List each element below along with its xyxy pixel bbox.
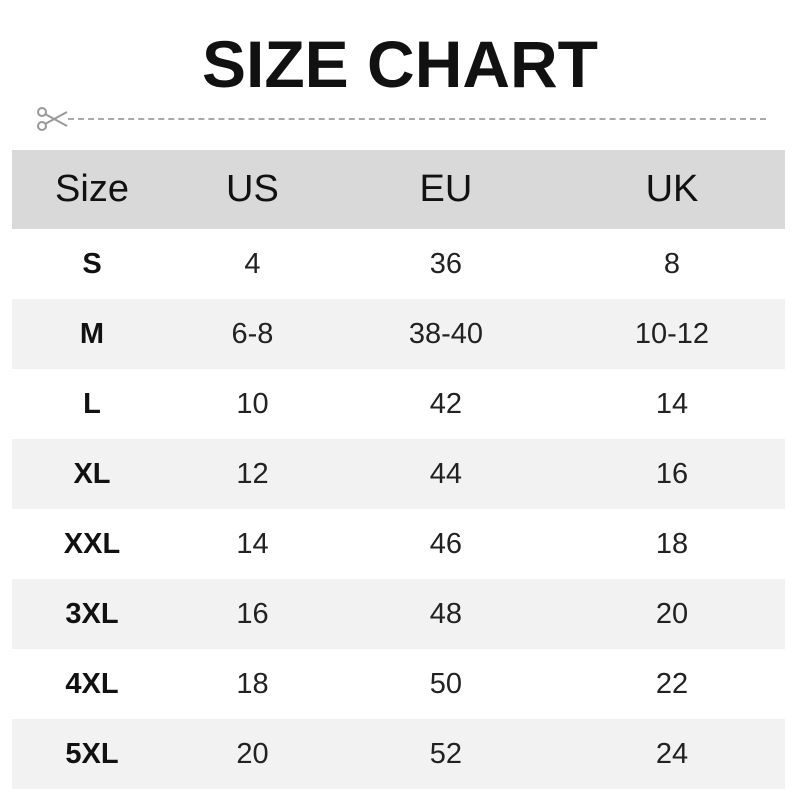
size-table: Size US EU UK S 4 36 8 M 6-8 38-40 10-12 L 10 42 14…	[12, 150, 785, 789]
cut-line	[36, 106, 766, 132]
cell-eu: 48	[332, 579, 559, 649]
cell-uk: 22	[655, 667, 689, 700]
cell-uk: 10-12	[558, 299, 785, 369]
cell-size: XXL	[63, 527, 121, 560]
cell-size: M	[12, 299, 172, 369]
header-row: Size US EU UK	[12, 150, 785, 229]
cell-size: 3XL	[12, 579, 172, 649]
cell-us: 16	[172, 579, 333, 649]
cell-size: 5XL	[12, 719, 172, 789]
table-row: M 6-8 38-40 10-12	[12, 299, 785, 369]
cell-eu: 36	[429, 247, 463, 280]
cell-size: XL	[12, 439, 172, 509]
cell-size: S	[82, 247, 102, 280]
cell-us: 12	[172, 439, 333, 509]
cell-us: 6-8	[172, 299, 333, 369]
table-row: XL 12 44 16	[12, 439, 785, 509]
cell-uk: 14	[655, 387, 689, 420]
header-us: US	[172, 150, 333, 229]
table-row: 5XL 20 52 24	[12, 719, 785, 789]
cell-us: 20	[172, 719, 333, 789]
cell-us: 10	[236, 387, 269, 420]
cell-uk: 18	[655, 527, 689, 560]
cell-us: 4	[244, 247, 261, 280]
page-title: SIZE CHART	[202, 27, 598, 101]
cell-eu: 38-40	[332, 299, 559, 369]
cell-uk: 16	[558, 439, 785, 509]
header-eu: EU	[332, 150, 559, 229]
cell-uk: 24	[558, 719, 785, 789]
table-row: S 4 36 8	[12, 229, 785, 299]
dashed-line	[68, 118, 766, 120]
cell-eu: 52	[332, 719, 559, 789]
scissors-icon	[37, 107, 68, 131]
cell-size: L	[83, 387, 101, 420]
cell-eu: 44	[332, 439, 559, 509]
cell-eu: 42	[429, 387, 463, 420]
header-uk: UK	[558, 150, 785, 229]
table-row: XXL 14 46 18	[12, 509, 785, 579]
cell-eu: 50	[429, 667, 463, 700]
table-row: L 10 42 14	[12, 369, 785, 439]
cell-uk: 8	[663, 247, 681, 280]
cell-size: 4XL	[65, 667, 119, 700]
table-row: 4XL 18 50 22	[12, 649, 785, 719]
cell-eu: 46	[429, 527, 463, 560]
cell-us: 18	[236, 667, 269, 700]
cell-us: 14	[236, 527, 269, 560]
cell-uk: 20	[558, 579, 785, 649]
header-size: Size	[12, 150, 172, 229]
table-row: 3XL 16 48 20	[12, 579, 785, 649]
